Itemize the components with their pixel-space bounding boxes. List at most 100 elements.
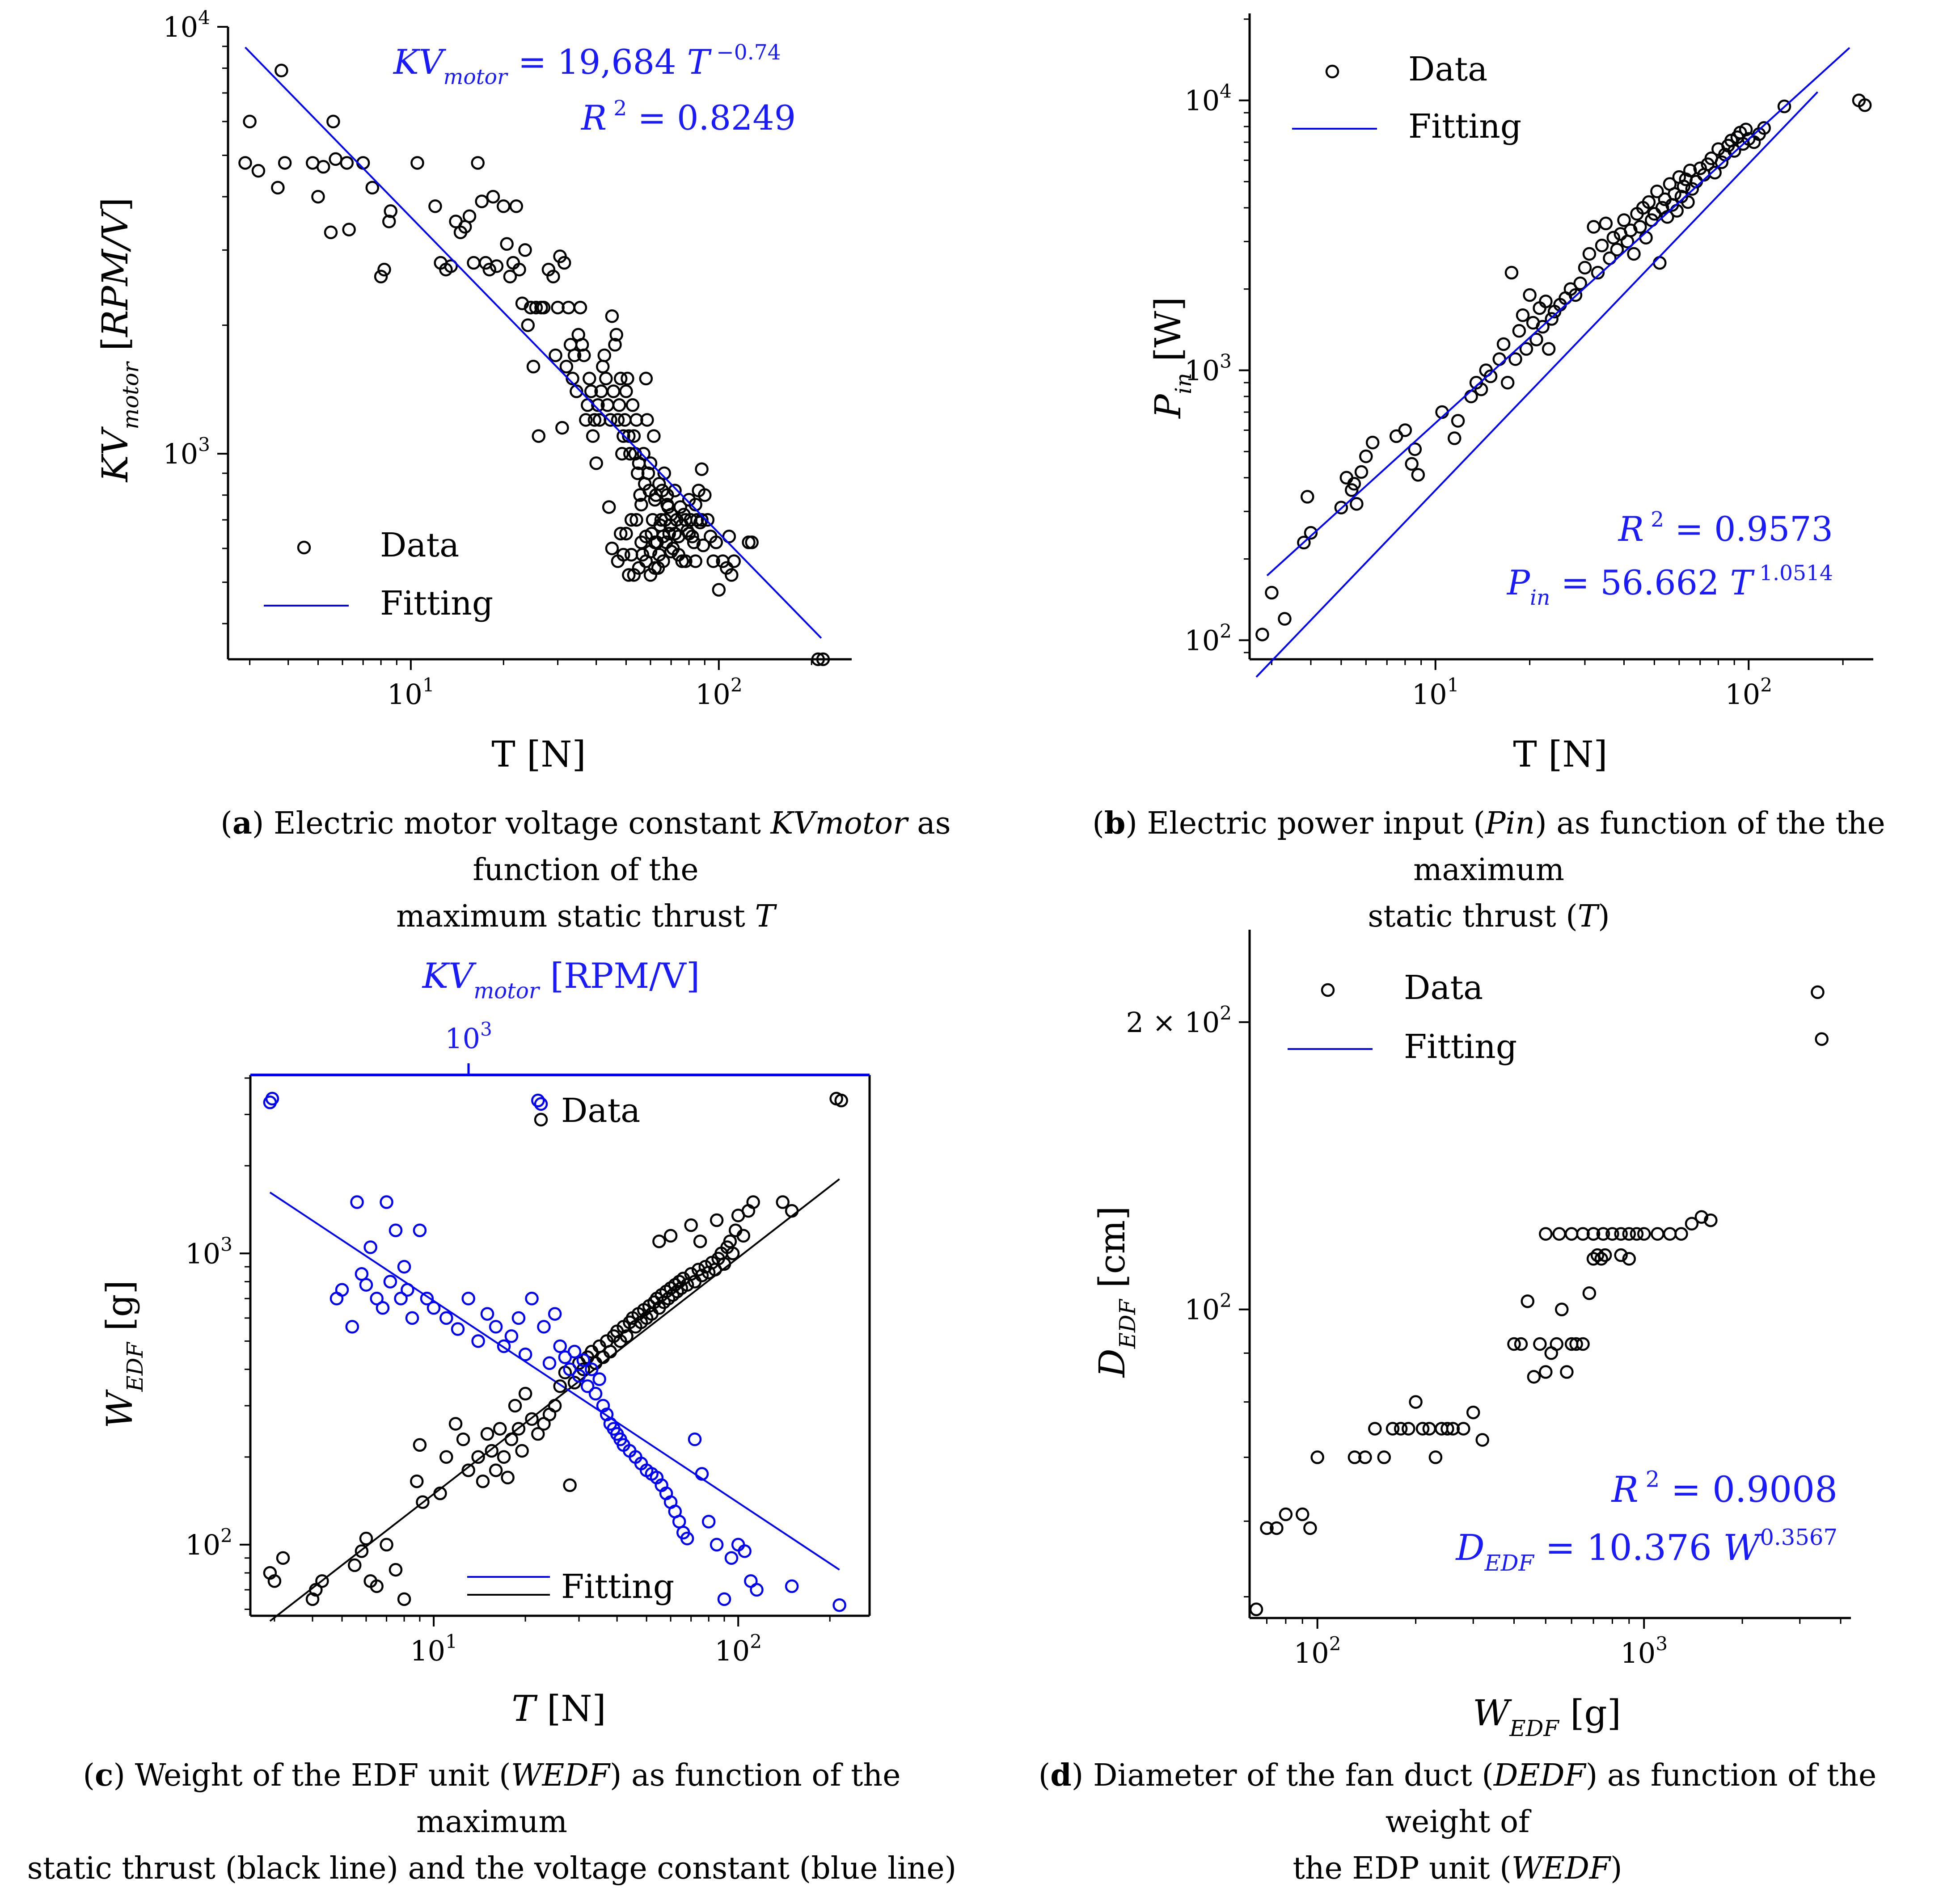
legend-data-label: Data xyxy=(1404,969,1483,1007)
data-point xyxy=(579,413,593,427)
data-point xyxy=(615,447,629,461)
data-point xyxy=(597,348,612,362)
data-point xyxy=(532,429,546,443)
data-point xyxy=(326,114,340,129)
data-point-black xyxy=(315,1574,329,1588)
data-point-black xyxy=(518,1386,532,1401)
data-point xyxy=(1295,1507,1309,1521)
data-point-black xyxy=(355,1544,369,1558)
data-point-blue xyxy=(738,1544,752,1558)
data-point xyxy=(604,413,617,427)
data-point-black xyxy=(416,1495,430,1509)
data-point xyxy=(609,328,623,342)
data-point-black xyxy=(684,1218,698,1232)
data-point-blue xyxy=(750,1583,764,1597)
data-point-blue xyxy=(688,1432,702,1446)
data-point xyxy=(1627,247,1641,261)
legend-data-marker xyxy=(1325,64,1339,79)
data-point xyxy=(567,348,582,362)
data-point xyxy=(624,513,638,527)
data-point xyxy=(639,554,653,568)
data-point xyxy=(1304,526,1318,540)
data-point xyxy=(1683,164,1697,177)
x-axis-label: T [N] xyxy=(491,733,586,775)
data-point xyxy=(490,259,504,273)
data-point xyxy=(509,199,524,213)
data-point-black xyxy=(695,1268,709,1282)
data-point-black xyxy=(489,1463,503,1477)
data-point xyxy=(482,262,496,277)
data-point xyxy=(643,456,658,470)
data-point xyxy=(1512,324,1526,338)
data-point xyxy=(1590,1248,1605,1262)
y-axis-label: KVmotor [RPM/V] xyxy=(94,198,144,483)
data-point-blue xyxy=(376,1301,390,1315)
data-point xyxy=(1446,1422,1460,1436)
data-point xyxy=(1475,1433,1489,1447)
data-point xyxy=(1500,375,1515,390)
data-point xyxy=(1350,497,1364,511)
data-point-black xyxy=(370,1579,384,1593)
data-point xyxy=(324,225,338,240)
data-point xyxy=(1539,1365,1553,1379)
data-point xyxy=(617,429,630,443)
data-point xyxy=(1386,1422,1400,1436)
caption-b: (b) Electric power input (Pin) as functi… xyxy=(1092,805,1885,934)
data-point xyxy=(1633,220,1647,234)
data-point xyxy=(668,484,682,497)
data-point xyxy=(271,181,285,195)
data-point xyxy=(1516,308,1530,322)
data-point-blue xyxy=(680,1531,694,1546)
data-point-black xyxy=(413,1438,427,1452)
data-point xyxy=(1402,1422,1415,1436)
y-tick-label: 102 xyxy=(1184,620,1232,657)
data-point xyxy=(1474,382,1488,396)
data-point xyxy=(251,164,266,178)
data-point-blue xyxy=(480,1307,494,1321)
data-point xyxy=(1668,187,1681,201)
data-point xyxy=(602,500,616,514)
data-point xyxy=(695,513,709,527)
legend-fit-label: Fitting xyxy=(380,584,493,623)
data-point xyxy=(365,181,380,195)
top-axis-label: KVmotor [RPM/V] xyxy=(422,956,700,1003)
data-point-black xyxy=(710,1213,724,1227)
x-axis-label: WEDF [g] xyxy=(1473,1692,1621,1741)
data-point xyxy=(1614,1227,1628,1241)
legend-fit-label: Fitting xyxy=(1404,1028,1517,1066)
y-tick-label: 103 xyxy=(185,1233,232,1270)
data-point xyxy=(637,447,651,461)
data-point-blue xyxy=(518,1348,532,1361)
data-point xyxy=(701,513,715,527)
data-point-blue xyxy=(394,1291,408,1306)
data-point xyxy=(559,359,574,374)
x-tick-label: 101 xyxy=(387,674,435,711)
data-point xyxy=(745,535,759,549)
data-point xyxy=(591,398,605,412)
data-point xyxy=(1533,1337,1547,1351)
data-point xyxy=(725,568,739,582)
data-point xyxy=(1539,295,1553,308)
legend-data-marker xyxy=(297,540,311,555)
data-point-blue xyxy=(572,1369,586,1383)
data-point xyxy=(619,527,633,541)
data-point xyxy=(698,488,712,502)
data-point xyxy=(1527,1370,1541,1384)
data-point xyxy=(1365,435,1380,450)
data-point-blue xyxy=(548,1307,562,1321)
y-tick-label: 102 xyxy=(1184,1289,1232,1326)
data-point xyxy=(1428,1450,1443,1464)
data-point-blue xyxy=(504,1329,519,1343)
data-point-blue xyxy=(401,1283,414,1297)
x-tick-label: 102 xyxy=(1725,674,1772,711)
data-point-black xyxy=(736,1229,751,1243)
data-point xyxy=(1451,414,1465,428)
data-point xyxy=(1594,1252,1608,1266)
data-point xyxy=(1483,369,1498,383)
data-point xyxy=(652,477,666,491)
data-point-black xyxy=(723,1235,737,1248)
caption-c: (c) Weight of the EDF unit (WEDF) as fun… xyxy=(27,1757,957,1886)
data-point-blue xyxy=(724,1551,739,1565)
data-point xyxy=(316,160,330,174)
